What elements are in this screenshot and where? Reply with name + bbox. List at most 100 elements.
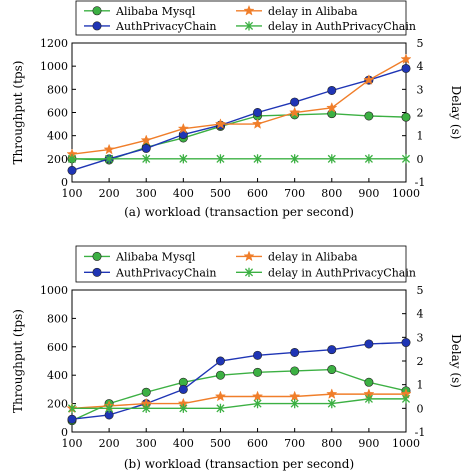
- data-point: [253, 154, 262, 164]
- x-tick-label: 200: [99, 437, 120, 450]
- data-point: [140, 134, 152, 146]
- x-tick-label: 800: [321, 437, 342, 450]
- y-tick-label: 200: [47, 398, 68, 411]
- data-point: [401, 112, 411, 122]
- y2-tick-label: 1: [417, 379, 424, 392]
- data-point: [105, 154, 114, 164]
- y-tick-label: 400: [47, 369, 68, 382]
- y2-tick-label: -1: [415, 176, 426, 189]
- legend-marker: [243, 4, 255, 16]
- data-point: [401, 63, 411, 73]
- legend-marker: [92, 267, 102, 277]
- data-point: [67, 403, 77, 413]
- series-delay-in-alibaba: [66, 53, 412, 159]
- data-point: [326, 388, 338, 399]
- y-tick-label: 0: [61, 176, 68, 189]
- data-point: [177, 122, 189, 134]
- x-tick-label: 500: [210, 437, 231, 450]
- data-point: [290, 347, 300, 357]
- data-point: [327, 365, 337, 375]
- y2-tick-label: 5: [417, 284, 424, 297]
- series-delay-in-authprivacychain: [67, 154, 411, 164]
- series-delay-in-alibaba: [66, 388, 412, 414]
- data-point: [327, 345, 337, 355]
- data-point: [327, 154, 336, 164]
- legend-marker: [92, 6, 102, 16]
- y-tick-label: 400: [47, 130, 68, 143]
- y-tick-label: 1000: [40, 60, 68, 73]
- chart-panel-1: 100 200 300 400 500 600 700 800 900 1000 0 200 400 60…: [11, 0, 463, 219]
- y-axis-label: Throughput (tps): [11, 309, 25, 413]
- series-delay-in-authprivacychain: [67, 394, 411, 413]
- y2-tick-label: 1: [417, 130, 424, 143]
- data-point: [179, 154, 188, 164]
- x-tick-label: 600: [247, 437, 268, 450]
- y2-axis-label: Delay (s): [449, 334, 463, 388]
- data-point: [179, 403, 188, 413]
- x-tick-label: 800: [321, 187, 342, 200]
- series-line: [71, 393, 406, 410]
- legend-marker: [92, 251, 102, 261]
- data-point: [364, 111, 374, 121]
- data-point: [364, 394, 373, 404]
- data-point: [363, 74, 375, 85]
- legend-box: [75, 0, 407, 36]
- y2-tick-label: 3: [417, 331, 424, 344]
- legend-box: [75, 245, 407, 283]
- data-point: [253, 350, 263, 360]
- legend-label: AuthPrivacyChain: [115, 20, 217, 33]
- x-tick-label: 200: [99, 187, 120, 200]
- data-point: [178, 384, 188, 394]
- data-point: [214, 118, 227, 129]
- legend-marker: [244, 267, 254, 277]
- x-tick-label: 100: [62, 187, 83, 200]
- data-point: [290, 366, 300, 376]
- data-point: [215, 356, 225, 366]
- y-tick-label: 1200: [40, 37, 68, 50]
- y2-axis-label: Delay (s): [449, 86, 463, 140]
- legend: Alibaba Mysql delay in Alibaba AuthPrivacy…: [75, 0, 416, 36]
- legend-label: Alibaba Mysql: [115, 250, 196, 263]
- y2-tick-label: 2: [417, 355, 424, 368]
- chart-caption: (b) workload (transaction per second): [124, 457, 354, 471]
- data-point: [103, 143, 115, 155]
- data-point: [401, 154, 411, 164]
- legend-label: AuthPrivacyChain: [115, 266, 217, 279]
- series-line: [71, 67, 407, 172]
- data-point: [141, 387, 151, 397]
- data-point: [364, 377, 374, 387]
- data-point: [215, 370, 225, 380]
- data-point: [214, 390, 227, 402]
- series-line: [72, 398, 406, 410]
- y-tick-label: 600: [47, 341, 68, 354]
- x-tick-label: 300: [136, 437, 157, 450]
- legend-label: delay in Alibaba: [268, 250, 358, 263]
- data-point: [253, 367, 263, 377]
- data-point: [105, 403, 114, 413]
- x-tick-label: 900: [358, 187, 379, 200]
- data-point: [401, 394, 411, 404]
- x-tick-label: 100: [62, 437, 83, 450]
- data-point: [289, 390, 301, 402]
- data-point: [67, 154, 77, 164]
- x-tick-label: 900: [358, 437, 379, 450]
- data-point: [327, 85, 337, 95]
- y-tick-label: 0: [61, 426, 68, 439]
- data-point: [364, 154, 373, 164]
- y2-tick-label: 3: [417, 83, 424, 96]
- data-point: [216, 154, 225, 164]
- x-tick-label: 600: [247, 187, 268, 200]
- y-tick-label: 800: [47, 312, 68, 325]
- chart-panel-2: 100 200 300 400 500 600 700 800 900 1000 0 200 400 60…: [11, 245, 463, 471]
- data-point: [290, 154, 299, 164]
- x-tick-label: 500: [210, 187, 231, 200]
- series-authprivacychain: [67, 63, 411, 175]
- data-point: [290, 97, 300, 107]
- y2-tick-label: 0: [417, 153, 424, 166]
- x-tick-label: 400: [173, 187, 194, 200]
- legend-label: delay in AuthPrivacyChain: [268, 20, 416, 33]
- x-tick-label: 400: [173, 437, 194, 450]
- legend-label: delay in AuthPrivacyChain: [268, 266, 416, 279]
- legend: Alibaba Mysql delay in Alibaba AuthPrivacy…: [75, 245, 416, 283]
- data-point: [253, 399, 262, 409]
